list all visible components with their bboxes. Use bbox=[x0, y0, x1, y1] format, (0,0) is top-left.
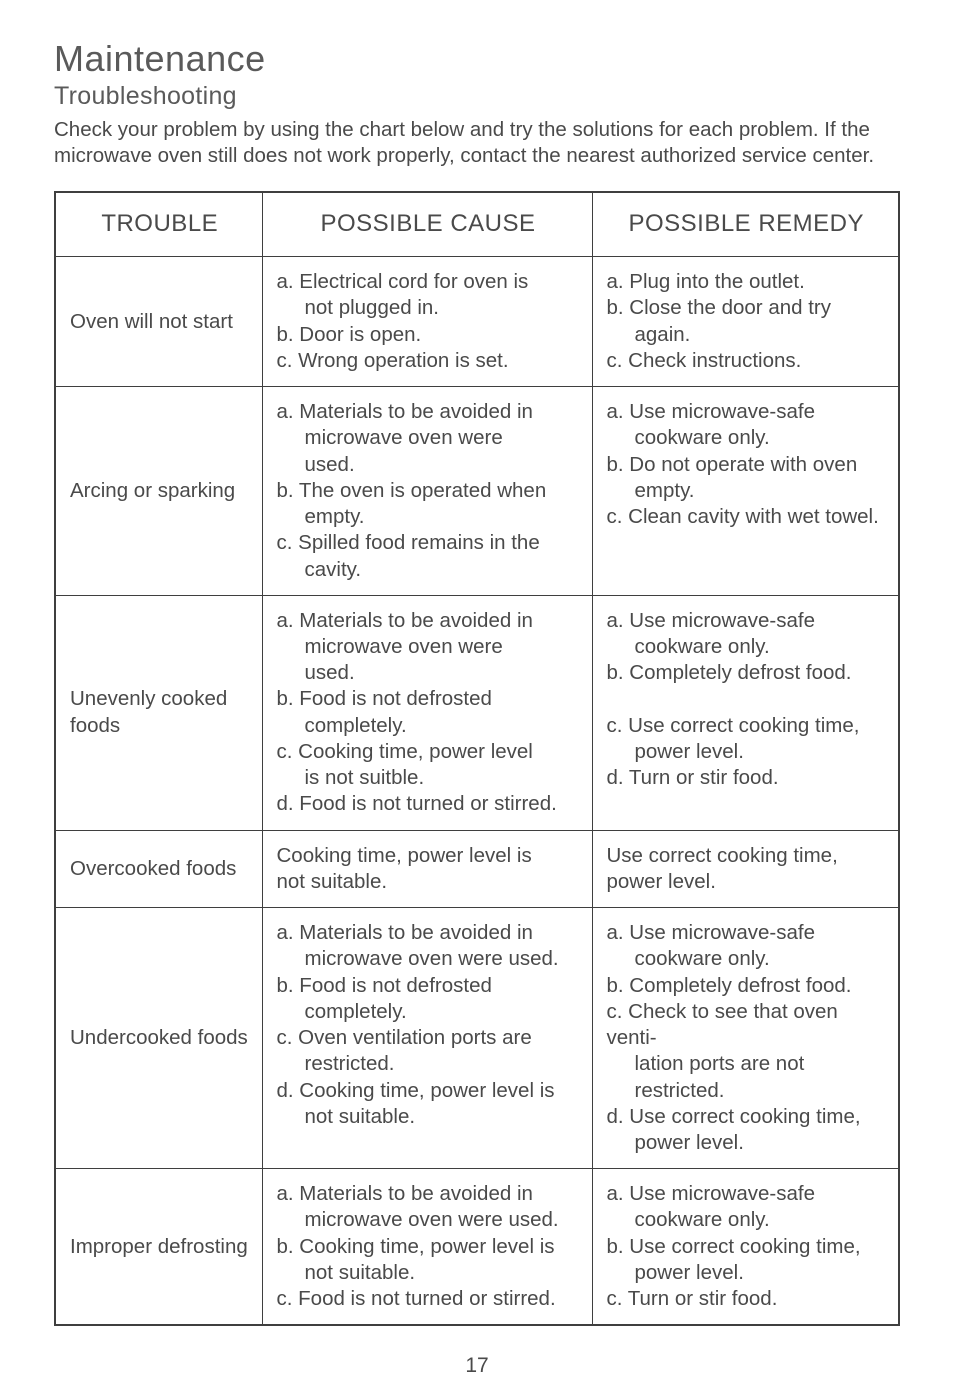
cell-line: b. Completely defrost food. bbox=[607, 660, 887, 686]
page-number: 17 bbox=[54, 1354, 900, 1378]
cell-line: d. Use correct cooking time, bbox=[607, 1104, 887, 1130]
remedy-cell: a. Use microwave-safecookware only.b. Co… bbox=[592, 908, 899, 1169]
cause-cell: a. Materials to be avoided inmicrowave o… bbox=[262, 387, 592, 596]
cell-line: b. The oven is operated when bbox=[277, 478, 580, 504]
cell-line: c. Check to see that oven venti- bbox=[607, 999, 887, 1051]
col-header-trouble: TROUBLE bbox=[55, 192, 262, 256]
cell-line: microwave oven were bbox=[277, 425, 580, 451]
cell-line: b. Food is not defrosted bbox=[277, 686, 580, 712]
table-row: Undercooked foodsa. Materials to be avoi… bbox=[55, 908, 899, 1169]
cause-cell: a. Materials to be avoided inmicrowave o… bbox=[262, 908, 592, 1169]
table-row: Overcooked foodsCooking time, power leve… bbox=[55, 830, 899, 907]
cell-line: power level. bbox=[607, 1130, 887, 1156]
cell-line: a. Electrical cord for oven is bbox=[277, 269, 580, 295]
cell-line: cavity. bbox=[277, 557, 580, 583]
cell-line: lation ports are not restricted. bbox=[607, 1051, 887, 1103]
cell-line: d. Turn or stir food. bbox=[607, 765, 887, 791]
cell-line: used. bbox=[277, 452, 580, 478]
cell-line: is not suitble. bbox=[277, 765, 580, 791]
cell-line: b. Cooking time, power level is bbox=[277, 1234, 580, 1260]
cell-line: d. Food is not turned or stirred. bbox=[277, 791, 580, 817]
col-header-remedy: POSSIBLE REMEDY bbox=[592, 192, 899, 256]
cell-line: b. Food is not defrosted bbox=[277, 973, 580, 999]
col-header-cause: POSSIBLE CAUSE bbox=[262, 192, 592, 256]
cell-line: b. Use correct cooking time, bbox=[607, 1234, 887, 1260]
cell-line: a. Materials to be avoided in bbox=[277, 1181, 580, 1207]
cell-line: c. Turn or stir food. bbox=[607, 1286, 887, 1312]
remedy-cell: a. Use microwave-safecookware only.b. Us… bbox=[592, 1169, 899, 1326]
cell-line: b. Do not operate with oven bbox=[607, 452, 887, 478]
cell-line: a. Materials to be avoided in bbox=[277, 399, 580, 425]
cell-line: Use correct cooking time, bbox=[607, 843, 887, 869]
cause-cell: a. Materials to be avoided inmicrowave o… bbox=[262, 595, 592, 830]
remedy-cell: a. Plug into the outlet.b. Close the doo… bbox=[592, 257, 899, 387]
cell-line: cookware only. bbox=[607, 425, 887, 451]
cell-line: cookware only. bbox=[607, 1207, 887, 1233]
cell-line: not suitable. bbox=[277, 1260, 580, 1286]
cell-line: not suitable. bbox=[277, 869, 580, 895]
cell-line: cookware only. bbox=[607, 634, 887, 660]
intro-text: Check your problem by using the chart be… bbox=[54, 117, 900, 169]
page-title: Maintenance bbox=[54, 38, 900, 80]
cell-line: a. Materials to be avoided in bbox=[277, 608, 580, 634]
cell-line: microwave oven were used. bbox=[277, 946, 580, 972]
cell-line: c. Food is not turned or stirred. bbox=[277, 1286, 580, 1312]
cell-line bbox=[607, 686, 887, 712]
cell-line: again. bbox=[607, 322, 887, 348]
table-row: Unevenly cooked foodsa. Materials to be … bbox=[55, 595, 899, 830]
cell-line: completely. bbox=[277, 713, 580, 739]
cell-line: a. Use microwave-safe bbox=[607, 1181, 887, 1207]
cause-cell: a. Materials to be avoided inmicrowave o… bbox=[262, 1169, 592, 1326]
table-row: Oven will not starta. Electrical cord fo… bbox=[55, 257, 899, 387]
cell-line: b. Close the door and try bbox=[607, 295, 887, 321]
cell-line: c. Check instructions. bbox=[607, 348, 887, 374]
trouble-cell: Undercooked foods bbox=[55, 908, 262, 1169]
cell-line: power level. bbox=[607, 739, 887, 765]
cell-line: c. Use correct cooking time, bbox=[607, 713, 887, 739]
cell-line: d. Cooking time, power level is bbox=[277, 1078, 580, 1104]
cell-line: power level. bbox=[607, 1260, 887, 1286]
trouble-cell: Overcooked foods bbox=[55, 830, 262, 907]
cell-line: restricted. bbox=[277, 1051, 580, 1077]
cell-line: not suitable. bbox=[277, 1104, 580, 1130]
cell-line: microwave oven were used. bbox=[277, 1207, 580, 1233]
section-subtitle: Troubleshooting bbox=[54, 82, 900, 111]
trouble-cell: Arcing or sparking bbox=[55, 387, 262, 596]
trouble-cell: Oven will not start bbox=[55, 257, 262, 387]
cell-line: Cooking time, power level is bbox=[277, 843, 580, 869]
cause-cell: a. Electrical cord for oven isnot plugge… bbox=[262, 257, 592, 387]
trouble-cell: Unevenly cooked foods bbox=[55, 595, 262, 830]
remedy-cell: a. Use microwave-safecookware only.b. Do… bbox=[592, 387, 899, 596]
table-header-row: TROUBLE POSSIBLE CAUSE POSSIBLE REMEDY bbox=[55, 192, 899, 256]
troubleshooting-table: TROUBLE POSSIBLE CAUSE POSSIBLE REMEDY O… bbox=[54, 191, 900, 1326]
cell-line: b. Door is open. bbox=[277, 322, 580, 348]
cell-line: power level. bbox=[607, 869, 887, 895]
cell-line: not plugged in. bbox=[277, 295, 580, 321]
cell-line: cookware only. bbox=[607, 946, 887, 972]
table-row: Improper defrostinga. Materials to be av… bbox=[55, 1169, 899, 1326]
cell-line: c. Wrong operation is set. bbox=[277, 348, 580, 374]
cell-line: c. Oven ventilation ports are bbox=[277, 1025, 580, 1051]
cell-line: empty. bbox=[607, 478, 887, 504]
cell-line: a. Materials to be avoided in bbox=[277, 920, 580, 946]
cell-line: a. Use microwave-safe bbox=[607, 608, 887, 634]
cell-line: c. Spilled food remains in the bbox=[277, 530, 580, 556]
cell-line: c. Clean cavity with wet towel. bbox=[607, 504, 887, 530]
cell-line: a. Use microwave-safe bbox=[607, 920, 887, 946]
cell-line: a. Use microwave-safe bbox=[607, 399, 887, 425]
cause-cell: Cooking time, power level isnot suitable… bbox=[262, 830, 592, 907]
trouble-cell: Improper defrosting bbox=[55, 1169, 262, 1326]
cell-line: used. bbox=[277, 660, 580, 686]
remedy-cell: a. Use microwave-safecookware only.b. Co… bbox=[592, 595, 899, 830]
remedy-cell: Use correct cooking time,power level. bbox=[592, 830, 899, 907]
cell-line: empty. bbox=[277, 504, 580, 530]
cell-line: completely. bbox=[277, 999, 580, 1025]
cell-line: c. Cooking time, power level bbox=[277, 739, 580, 765]
cell-line: b. Completely defrost food. bbox=[607, 973, 887, 999]
cell-line: microwave oven were bbox=[277, 634, 580, 660]
cell-line: a. Plug into the outlet. bbox=[607, 269, 887, 295]
table-row: Arcing or sparkinga. Materials to be avo… bbox=[55, 387, 899, 596]
